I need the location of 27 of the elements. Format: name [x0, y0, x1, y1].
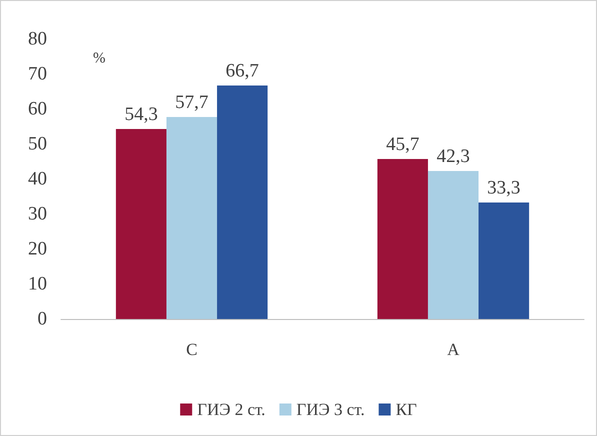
data-label: 66,7: [226, 60, 259, 82]
bar: [428, 170, 479, 319]
y-tick-label: 50: [28, 134, 47, 154]
legend-label: ГИЭ 2 ст.: [197, 400, 266, 419]
bar: [478, 202, 530, 319]
y-tick-label: 70: [28, 64, 47, 84]
y-tick-label: 30: [28, 204, 47, 224]
data-label: 54,3: [124, 104, 158, 125]
bar: [116, 128, 166, 319]
y-tick-label: 10: [28, 274, 47, 294]
data-label: 33,3: [487, 177, 520, 198]
legend-label: ГИЭ 3 ст.: [296, 400, 365, 419]
legend-label: КГ: [396, 400, 418, 419]
y-tick-label: 0: [38, 308, 47, 330]
data-label: 57,7: [175, 92, 208, 114]
y-tick-label: 80: [28, 28, 47, 50]
bar: [217, 86, 268, 319]
y-tick-label: 40: [28, 168, 47, 190]
y-tick-label: 20: [28, 238, 47, 260]
data-label: 45,7: [386, 134, 420, 156]
bar: [377, 159, 428, 319]
y-tick-label: 60: [28, 98, 47, 120]
data-label: 42,3: [436, 146, 470, 167]
bar: [166, 117, 218, 319]
x-tick-label: A: [447, 340, 460, 359]
x-tick-label: C: [186, 340, 198, 359]
y-axis-title: %: [93, 50, 106, 66]
